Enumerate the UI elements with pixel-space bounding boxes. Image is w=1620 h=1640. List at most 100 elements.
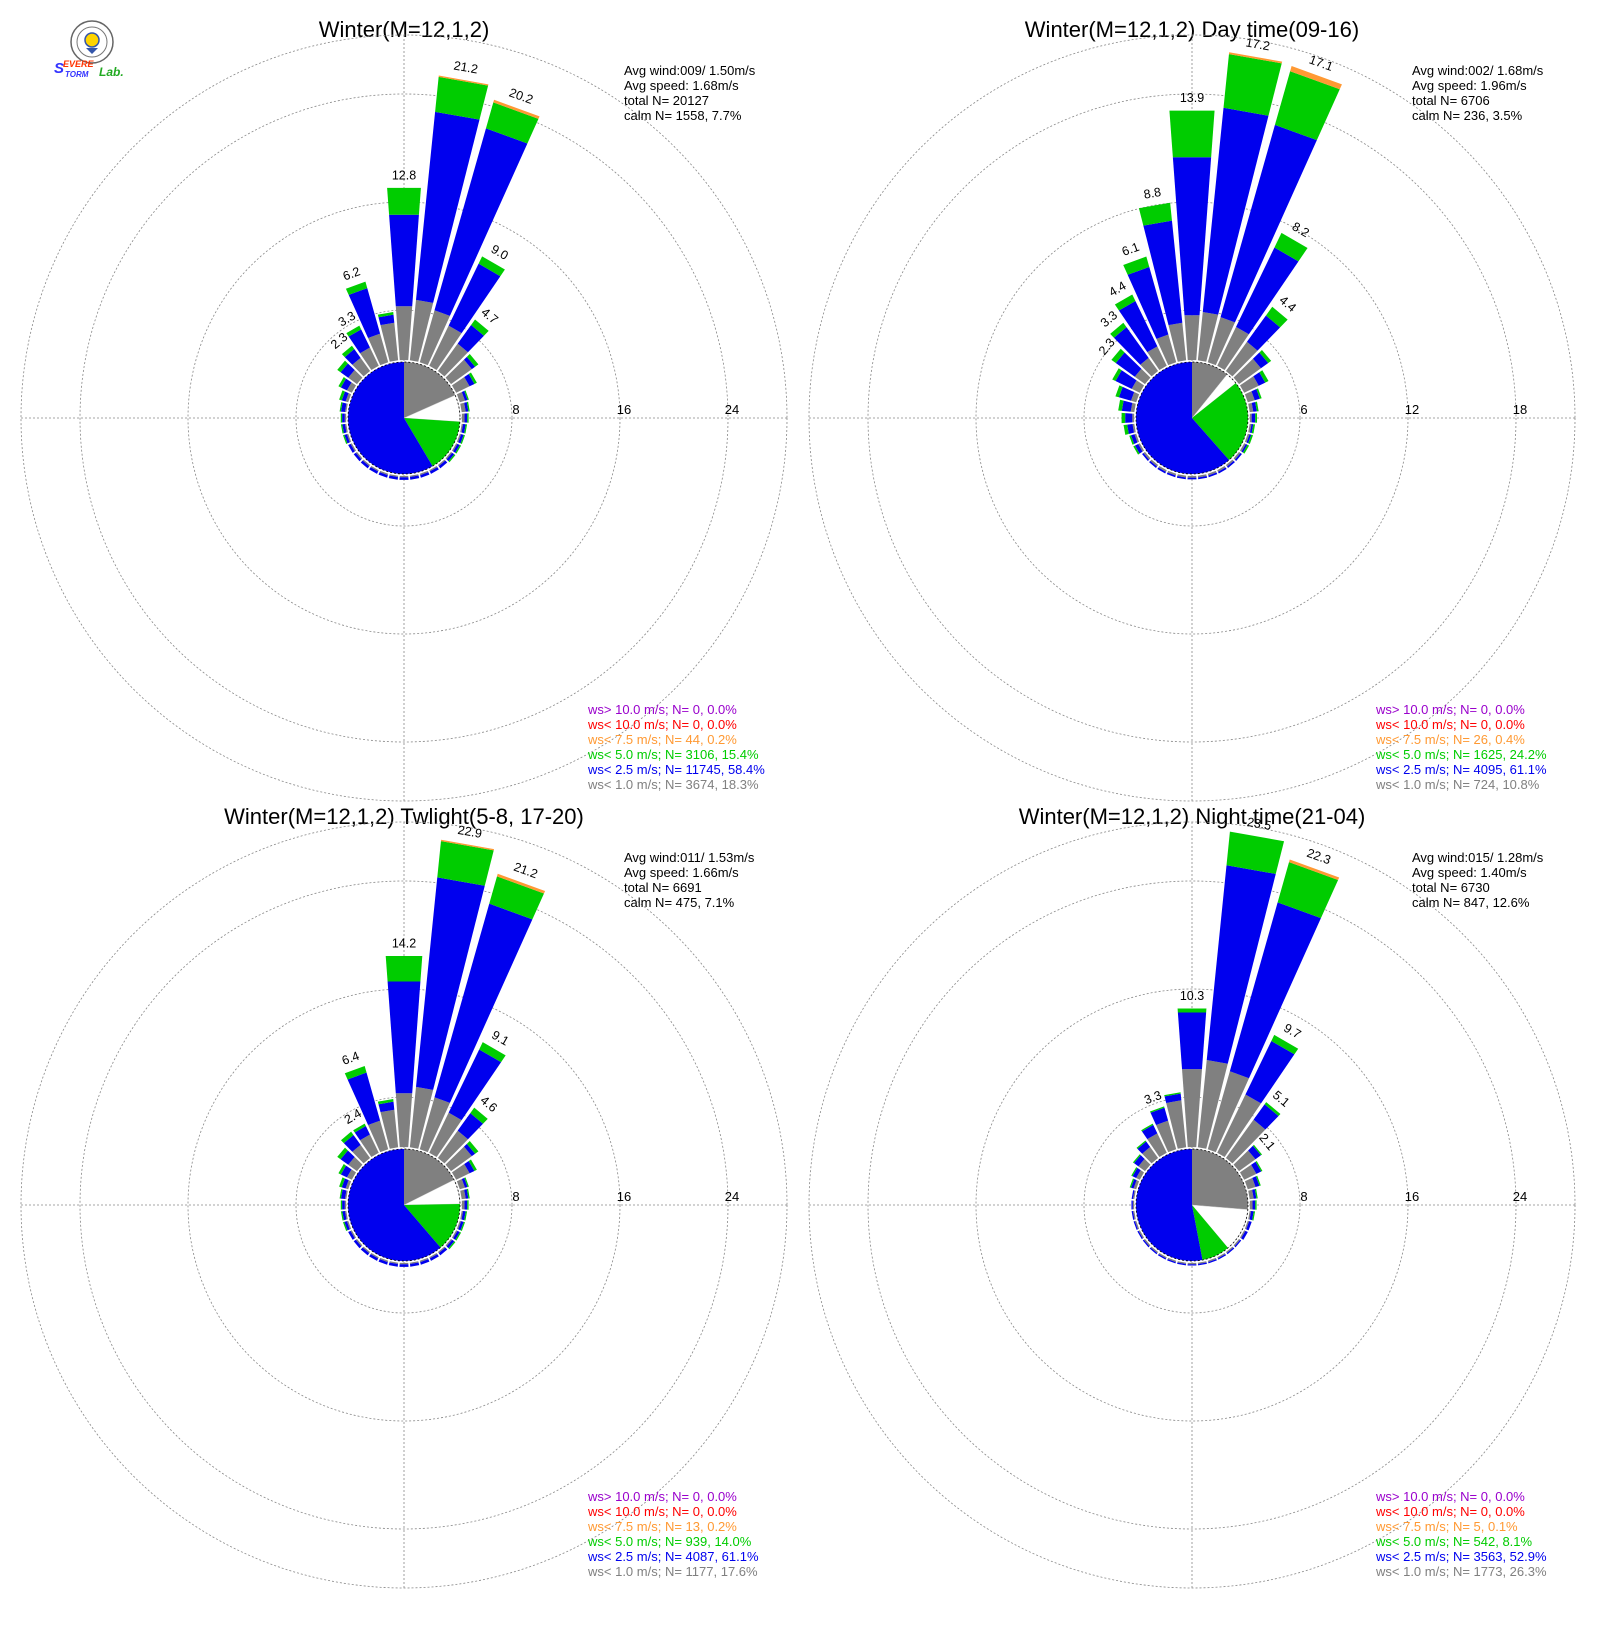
bar-segment-gray (1225, 459, 1234, 467)
legend-entry-gray: ws< 1.0 m/s; N= 1177, 17.6% (587, 1564, 758, 1579)
stats-line: calm N= 475, 7.1% (624, 895, 735, 910)
bar-segment-blue (1157, 1254, 1167, 1260)
bar-segment-blue (1246, 434, 1252, 444)
pie-slice-gray (1192, 1149, 1248, 1210)
ring-tick-label: 16 (617, 402, 631, 417)
legend-entry-blue: ws< 2.5 m/s; N= 4095, 61.1% (1375, 762, 1547, 777)
bar-segment-blue (416, 111, 480, 303)
bar-segment-green (437, 841, 494, 886)
bar-segment-gray (1207, 1257, 1217, 1263)
bar-segment-green (1112, 368, 1122, 382)
bar-segment-blue (1137, 1141, 1151, 1154)
bar-segment-blue (1208, 472, 1218, 478)
ring-tick-label: 24 (1513, 1189, 1527, 1204)
bar-segment-blue (1177, 1262, 1187, 1266)
bar-segment-gray (451, 377, 470, 393)
bar-segment-orange (438, 75, 489, 86)
bar-segment-gray (437, 459, 446, 467)
bar-segment-blue (1249, 424, 1254, 434)
bar-segment-green (1255, 401, 1259, 412)
bar-segment-blue (1172, 157, 1212, 316)
bar-segment-blue (348, 288, 381, 339)
bar-segment-blue (1132, 1167, 1141, 1178)
bar-segment-gray (1244, 1220, 1250, 1230)
bar-segment-green (346, 325, 362, 337)
bar-segment-gray (451, 1230, 458, 1239)
chart-title: Winter(M=12,1,2) Night time(21-04) (1019, 804, 1366, 829)
bar-segment-gray (456, 392, 466, 403)
bar-segment-gray (368, 333, 389, 366)
bar-segment-gray (1244, 391, 1255, 403)
bar-segment-gray (1187, 475, 1197, 478)
bar-segment-gray (460, 423, 464, 433)
bar-segment-gray (1197, 474, 1207, 478)
bar-segment-gray (344, 1210, 348, 1220)
pie-slice-gray (1192, 362, 1228, 418)
ring-tick-label: 6 (1300, 402, 1307, 417)
bar-value-label: 6.2 (341, 264, 362, 283)
bar-segment-gray (456, 433, 462, 443)
bar-segment-blue (1234, 452, 1242, 461)
chart-title: Winter(M=12,1,2) (319, 17, 490, 42)
ring-tick-label: 12 (1405, 402, 1419, 417)
bar-segment-green (1265, 306, 1288, 328)
bar-segment-blue (1167, 1259, 1176, 1264)
bar-segment-gray (437, 1130, 468, 1164)
bar-segment-blue (353, 1239, 362, 1249)
logo-letter-s: S (54, 60, 64, 77)
bar-segment-green (1136, 1140, 1147, 1149)
legend-entry-gray: ws< 1.0 m/s; N= 724, 10.8% (1375, 777, 1540, 792)
bar-segment-gray (389, 474, 399, 478)
bar-segment-green (466, 1188, 470, 1199)
logo-word-storm: TORM (65, 70, 89, 79)
bar-segment-gray (380, 322, 399, 362)
bar-segment-gray (1130, 392, 1140, 403)
bar-segment-blue (1130, 434, 1138, 444)
bar-value-label: 13.9 (1180, 91, 1204, 105)
bar-segment-gray (419, 310, 450, 366)
legend-entry-purple: ws> 10.0 m/s; N= 0, 0.0% (587, 1489, 737, 1504)
bar-segment-blue (340, 1189, 347, 1200)
legend-entry-green: ws< 5.0 m/s; N= 542, 8.1% (1375, 1534, 1533, 1549)
bar-segment-blue (1131, 1210, 1135, 1220)
bar-segment-gray (1233, 451, 1241, 460)
bar-value-label: 6.1 (1120, 240, 1141, 259)
stats-line: total N= 6706 (1412, 93, 1490, 108)
bar-segment-blue (1251, 389, 1260, 401)
bar-segment-blue (342, 413, 345, 423)
legend-entry-blue: ws< 2.5 m/s; N= 3563, 52.9% (1375, 1549, 1547, 1564)
stats-line: total N= 20127 (624, 93, 709, 108)
bar-segment-blue (347, 1072, 381, 1126)
bar-segment-gray (1217, 465, 1226, 472)
bar-segment-gray (1147, 1133, 1167, 1158)
bar-segment-green (1255, 1200, 1257, 1210)
bar-segment-gray (1143, 451, 1151, 460)
ring-tick-label: 8 (1300, 1189, 1307, 1204)
bar-segment-gray (1187, 1262, 1197, 1265)
range-ring (975, 988, 1409, 1422)
bar-segment-blue (448, 263, 501, 334)
bar-segment-gray (350, 443, 357, 452)
bar-segment-green (468, 372, 477, 384)
bar-segment-blue (1157, 467, 1166, 474)
stats-line: Avg wind:011/ 1.53m/s (624, 850, 755, 865)
bar-segment-gray (1197, 311, 1219, 362)
wind-rose-panel: Winter(M=12,1,2)8 16 2412.821.220.29.04.72… (20, 17, 788, 802)
stats-line: Avg speed: 1.96m/s (1412, 78, 1527, 93)
bar-segment-blue (399, 477, 409, 480)
bar-segment-blue (353, 452, 362, 462)
ring-tick-label: 24 (725, 402, 739, 417)
bar-segment-green (1277, 862, 1339, 919)
bar-value-label: 14.2 (392, 937, 416, 951)
bar-segment-blue (369, 1254, 379, 1261)
range-ring (867, 93, 1517, 743)
bar-segment-gray (1132, 1210, 1136, 1220)
bar-segment-gray (1147, 346, 1167, 371)
ring-tick-label: 18 (1513, 402, 1527, 417)
bar-segment-gray (1244, 1177, 1256, 1190)
bar-segment-blue (389, 214, 419, 307)
bar-segment-blue (1253, 1104, 1279, 1130)
bar-segment-gray (429, 1112, 462, 1158)
bar-segment-blue (461, 423, 466, 434)
